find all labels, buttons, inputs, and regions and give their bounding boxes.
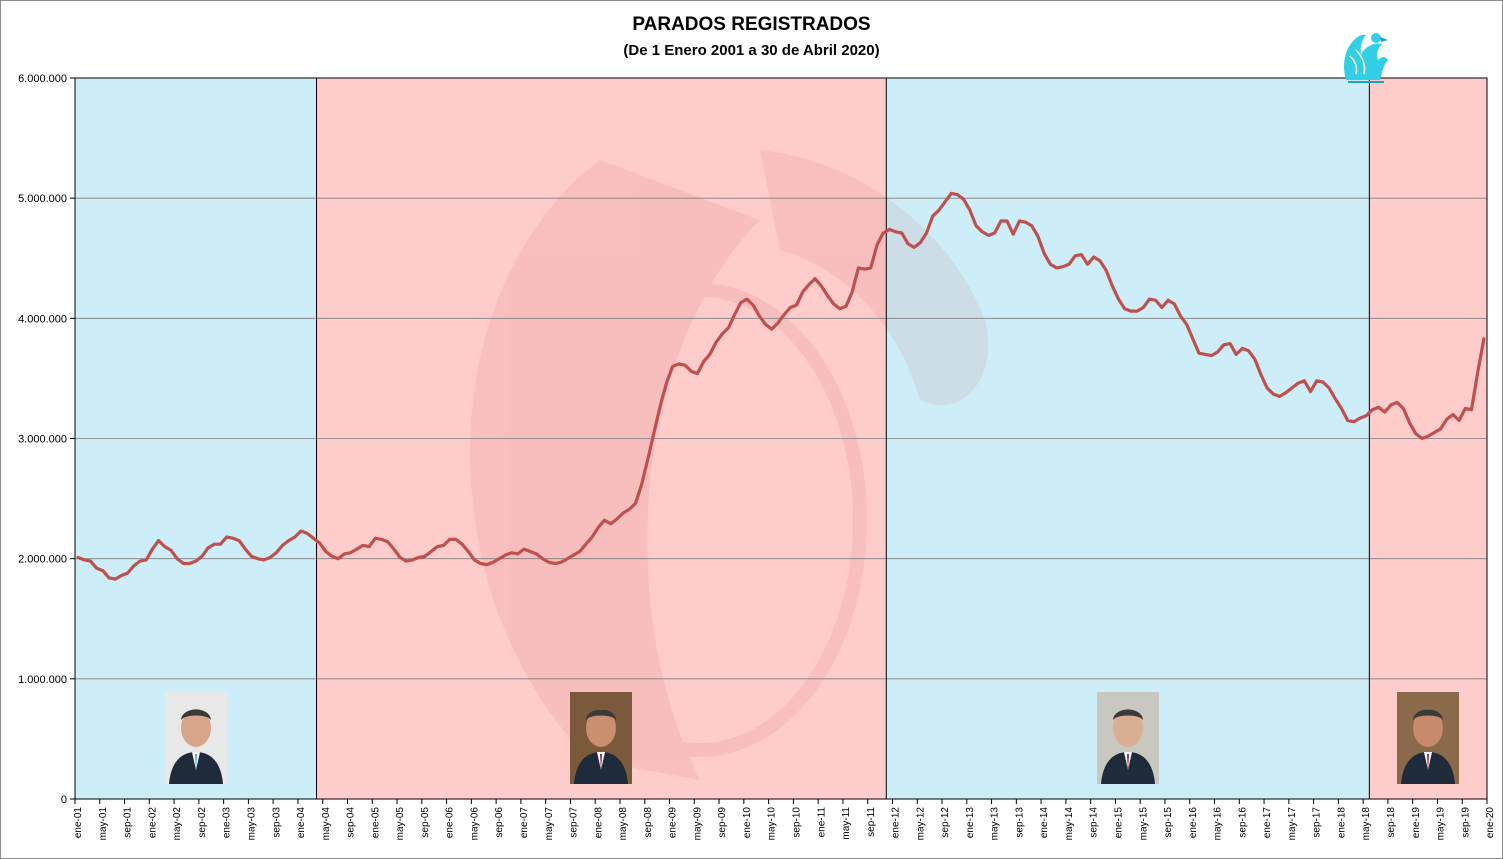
period-dividers bbox=[316, 78, 1370, 799]
x-tick-label: may-05 bbox=[395, 807, 406, 841]
x-tick-label: ene-11 bbox=[816, 807, 827, 838]
x-tick-label: sep-14 bbox=[1089, 807, 1100, 838]
x-tick-label: sep-09 bbox=[717, 807, 728, 838]
x-tick-label: ene-04 bbox=[296, 807, 307, 839]
x-tick-label: ene-05 bbox=[370, 807, 381, 839]
x-tick-label: sep-02 bbox=[197, 807, 208, 838]
x-tick-label: sep-10 bbox=[791, 807, 802, 838]
x-tick-label: ene-18 bbox=[1336, 807, 1347, 839]
x-tick-label: ene-03 bbox=[222, 807, 233, 839]
x-tick-label: sep-03 bbox=[271, 807, 282, 838]
x-tick-label: ene-16 bbox=[1188, 807, 1199, 839]
x-tick-label: ene-14 bbox=[1039, 807, 1050, 839]
y-tick-label: 6.000.000 bbox=[18, 73, 67, 85]
chart-subtitle: (De 1 Enero 2001 a 30 de Abril 2020) bbox=[623, 42, 880, 59]
x-tick-label: may-13 bbox=[990, 807, 1001, 841]
eagle-watermark bbox=[470, 150, 989, 780]
portrait-3 bbox=[1096, 692, 1159, 784]
x-tick-label: sep-15 bbox=[1163, 807, 1174, 838]
x-tick-label: sep-01 bbox=[123, 807, 134, 838]
x-tick-label: sep-07 bbox=[569, 807, 580, 838]
portrait-1 bbox=[164, 692, 227, 784]
x-tick-label: may-10 bbox=[767, 807, 778, 841]
y-axis-ticks: 0 1.000.000 2.000.000 3.000.000 4.000.000 5.0… bbox=[18, 73, 75, 806]
x-tick-label: may-09 bbox=[692, 807, 703, 841]
portrait-4 bbox=[1397, 692, 1460, 784]
x-tick-label: may-06 bbox=[469, 807, 480, 841]
x-tick-label: may-18 bbox=[1361, 807, 1372, 841]
x-tick-label: sep-13 bbox=[1014, 807, 1025, 838]
x-tick-label: ene-09 bbox=[668, 807, 679, 839]
x-tick-label: sep-19 bbox=[1460, 807, 1471, 838]
x-tick-label: may-19 bbox=[1436, 807, 1447, 841]
x-tick-label: sep-08 bbox=[643, 807, 654, 838]
chart-title: PARADOS REGISTRADOS bbox=[632, 14, 871, 35]
x-tick-label: may-14 bbox=[1064, 807, 1075, 841]
y-tick-label: 0 bbox=[61, 794, 67, 806]
x-tick-label: ene-19 bbox=[1411, 807, 1422, 839]
x-tick-label: may-07 bbox=[544, 807, 555, 841]
x-tick-label: may-17 bbox=[1287, 807, 1298, 841]
x-tick-label: sep-18 bbox=[1386, 807, 1397, 838]
x-tick-label: ene-17 bbox=[1262, 807, 1273, 839]
x-tick-label: may-11 bbox=[841, 807, 852, 840]
x-tick-label: may-04 bbox=[321, 807, 332, 841]
x-tick-label: ene-12 bbox=[891, 807, 902, 839]
y-tick-label: 4.000.000 bbox=[18, 313, 67, 325]
x-tick-label: sep-12 bbox=[940, 807, 951, 838]
x-tick-label: sep-16 bbox=[1237, 807, 1248, 838]
x-tick-label: sep-04 bbox=[346, 807, 357, 838]
x-tick-label: may-16 bbox=[1213, 807, 1224, 841]
x-tick-label: ene-08 bbox=[593, 807, 604, 839]
x-tick-label: ene-06 bbox=[445, 807, 456, 839]
x-tick-label: sep-05 bbox=[420, 807, 431, 838]
x-tick-label: may-01 bbox=[98, 807, 109, 841]
y-tick-label: 2.000.000 bbox=[18, 554, 67, 566]
y-tick-label: 5.000.000 bbox=[18, 193, 67, 205]
x-tick-label: may-02 bbox=[172, 807, 183, 841]
x-tick-label: ene-02 bbox=[147, 807, 158, 839]
x-tick-label: ene-10 bbox=[742, 807, 753, 839]
x-tick-label: sep-17 bbox=[1312, 807, 1323, 838]
x-tick-label: ene-13 bbox=[965, 807, 976, 839]
x-tick-label: may-12 bbox=[915, 807, 926, 841]
plot-area-border bbox=[74, 77, 1488, 800]
y-tick-label: 3.000.000 bbox=[18, 434, 67, 446]
x-tick-label: may-03 bbox=[247, 807, 258, 841]
x-tick-label: sep-11 bbox=[866, 807, 877, 837]
y-tick-label: 1.000.000 bbox=[18, 674, 67, 686]
series-line-parados bbox=[76, 191, 1486, 581]
x-tick-label: may-15 bbox=[1138, 807, 1149, 841]
x-axis-ticks: ene-01 may-01 sep-01 ene-02 may-02 sep-02 ene-… bbox=[73, 799, 1496, 840]
eagle-logo-icon bbox=[1336, 26, 1392, 91]
x-tick-label: ene-15 bbox=[1114, 807, 1125, 839]
x-tick-label: ene-01 bbox=[73, 807, 84, 839]
x-tick-label: ene-07 bbox=[519, 807, 530, 839]
portrait-2 bbox=[570, 692, 633, 784]
x-tick-label: ene-20 bbox=[1485, 807, 1496, 839]
x-tick-label: sep-06 bbox=[494, 807, 505, 838]
x-tick-label: may-08 bbox=[618, 807, 629, 841]
